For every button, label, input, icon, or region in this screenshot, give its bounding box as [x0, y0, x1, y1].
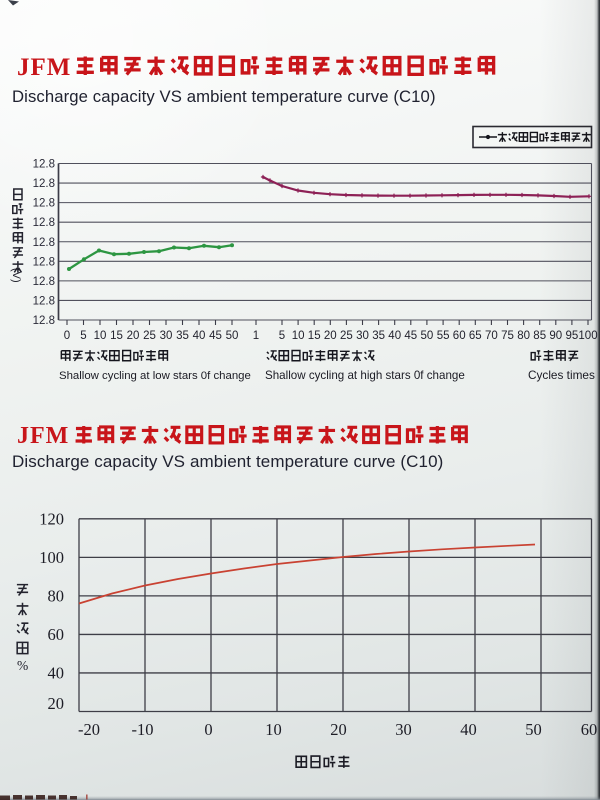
svg-text:80: 80 [517, 330, 530, 342]
svg-text:Cycles times: Cycles times [528, 368, 595, 382]
svg-text:95: 95 [566, 330, 579, 342]
svg-text:100: 100 [578, 330, 597, 342]
svg-text:75: 75 [501, 330, 514, 342]
svg-text:30: 30 [356, 330, 369, 342]
svg-text:12.8: 12.8 [33, 159, 55, 171]
svg-text:12.8: 12.8 [33, 217, 55, 229]
svg-text:65: 65 [469, 330, 482, 342]
svg-text:50: 50 [226, 330, 239, 342]
svg-text:35: 35 [176, 330, 189, 342]
svg-text:10: 10 [94, 330, 107, 342]
svg-text:Shallow cycling at low stars 0: Shallow cycling at low stars 0f change [59, 370, 251, 382]
svg-text:30: 30 [160, 330, 173, 342]
svg-text:JFM: JFM [17, 54, 71, 81]
svg-text:40: 40 [193, 330, 206, 342]
svg-text:Discharge capacity VS ambient: Discharge capacity VS ambient temperatur… [12, 452, 443, 471]
svg-text:12.8: 12.8 [33, 276, 55, 288]
svg-text:80: 80 [48, 586, 65, 605]
svg-text:%: % [17, 658, 28, 673]
svg-text:JFM: JFM [17, 423, 69, 449]
svg-text:Discharge capacity VS ambient: Discharge capacity VS ambient temperatur… [12, 87, 436, 106]
svg-text:1: 1 [253, 330, 259, 342]
svg-text:120: 120 [39, 509, 64, 528]
svg-text:100: 100 [39, 548, 64, 567]
svg-text:25: 25 [340, 330, 353, 342]
svg-text:30: 30 [395, 720, 412, 739]
svg-text:Shallow cycling at high stars: Shallow cycling at high stars 0f change [265, 369, 465, 382]
svg-text:12.8: 12.8 [33, 237, 55, 249]
svg-text:5: 5 [279, 330, 285, 342]
svg-text:-20: -20 [78, 720, 100, 739]
svg-text:40: 40 [388, 330, 401, 342]
svg-text:20: 20 [324, 330, 337, 342]
svg-text:5: 5 [80, 330, 86, 342]
svg-text:70: 70 [485, 330, 498, 342]
svg-text:12.8: 12.8 [33, 178, 55, 190]
svg-text:45: 45 [209, 330, 222, 342]
svg-text:12.8: 12.8 [33, 256, 55, 268]
svg-text:20: 20 [127, 330, 140, 342]
svg-text:12.8: 12.8 [33, 295, 55, 307]
svg-text:40: 40 [460, 720, 477, 739]
svg-text:0: 0 [64, 330, 70, 342]
svg-text:20: 20 [48, 694, 65, 713]
svg-text:35: 35 [372, 330, 385, 342]
svg-text:(V): (V) [10, 268, 22, 283]
svg-text:85: 85 [533, 330, 546, 342]
svg-text:90: 90 [549, 330, 562, 342]
svg-text:-10: -10 [132, 720, 154, 739]
svg-text:50: 50 [525, 720, 542, 739]
svg-text:45: 45 [404, 330, 417, 342]
svg-text:10: 10 [292, 330, 305, 342]
svg-text:55: 55 [437, 330, 450, 342]
svg-text:60: 60 [581, 720, 598, 739]
svg-text:50: 50 [421, 330, 434, 342]
svg-text:60: 60 [453, 330, 466, 342]
svg-text:40: 40 [48, 663, 65, 682]
svg-text:12.8: 12.8 [33, 198, 55, 210]
svg-text:10: 10 [265, 720, 282, 739]
svg-text:60: 60 [48, 625, 65, 644]
svg-text:15: 15 [308, 330, 321, 342]
svg-text:0: 0 [204, 720, 212, 739]
svg-text:15: 15 [110, 330, 123, 342]
svg-text:25: 25 [143, 330, 156, 342]
svg-text:12.8: 12.8 [33, 315, 55, 327]
svg-text:20: 20 [330, 720, 347, 739]
